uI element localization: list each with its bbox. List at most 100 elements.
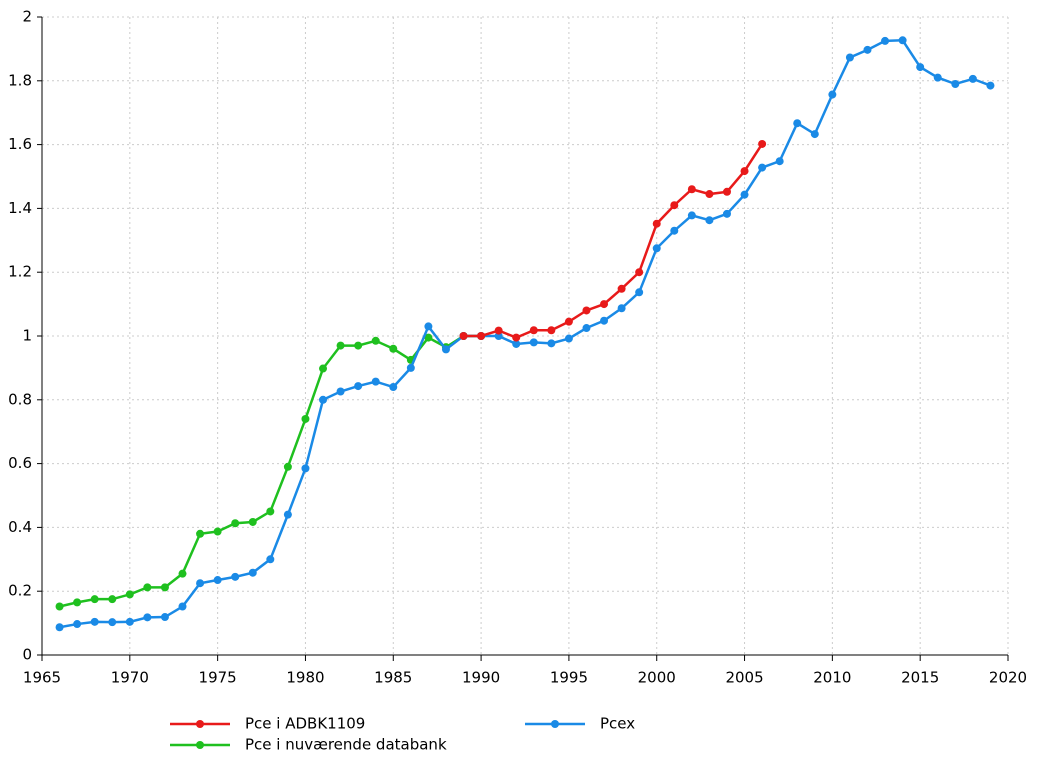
data-point (582, 306, 591, 315)
data-point (336, 387, 345, 396)
data-point (687, 211, 696, 220)
data-point (477, 332, 486, 340)
x-tick-label: 1970 (111, 669, 149, 687)
x-tick-label: 1990 (462, 669, 500, 687)
data-point (951, 79, 960, 88)
y-tick-label: 1.4 (8, 199, 32, 217)
data-point (231, 519, 240, 528)
data-point (213, 527, 222, 536)
x-tick-label: 1985 (374, 669, 412, 687)
data-point (986, 81, 995, 90)
y-tick-label: 1 (22, 327, 32, 345)
data-point (196, 529, 205, 538)
data-point (336, 341, 345, 350)
y-tick-label: 0.2 (8, 582, 32, 600)
data-point (564, 317, 573, 326)
y-tick-label: 1.2 (8, 263, 32, 281)
data-point (231, 572, 240, 581)
data-point (55, 602, 64, 611)
y-tick-label: 0.6 (8, 454, 32, 472)
data-point (564, 334, 573, 343)
data-point (512, 333, 521, 342)
data-point (600, 316, 609, 325)
data-point (494, 326, 503, 335)
x-tick-label: 2020 (989, 669, 1027, 687)
x-tick-label: 1995 (550, 669, 588, 687)
data-point (828, 90, 837, 99)
data-point (529, 326, 538, 335)
data-point (73, 620, 82, 629)
data-point (740, 167, 749, 176)
data-point (670, 201, 679, 210)
data-point (73, 598, 82, 607)
x-tick-label: 2005 (725, 669, 763, 687)
data-point (547, 339, 556, 348)
data-point (90, 617, 99, 626)
data-point (758, 163, 767, 172)
data-point (881, 36, 890, 45)
y-tick-label: 0.4 (8, 518, 32, 536)
data-point (90, 595, 99, 604)
data-point (547, 326, 556, 335)
legend-marker (551, 720, 559, 728)
x-tick-label: 2010 (813, 669, 851, 687)
x-tick-label: 2015 (901, 669, 939, 687)
data-point (371, 377, 380, 386)
data-point (933, 73, 942, 82)
series-line (59, 334, 482, 608)
data-point (635, 288, 644, 297)
data-point (705, 216, 714, 225)
data-point (196, 579, 205, 588)
data-point (301, 464, 310, 473)
data-point (529, 338, 538, 347)
data-point (617, 304, 626, 313)
data-point (160, 583, 169, 592)
data-point (424, 322, 433, 331)
data-point (178, 569, 187, 578)
data-point (389, 383, 398, 392)
legend-marker (196, 720, 204, 728)
x-tick-label: 1980 (286, 669, 324, 687)
legend-label: Pcex (600, 715, 635, 733)
data-point (600, 300, 609, 309)
data-point (968, 74, 977, 83)
series-line (463, 143, 764, 339)
data-point (740, 190, 749, 199)
data-point (125, 590, 134, 599)
data-point (863, 45, 872, 54)
data-point (319, 364, 328, 373)
data-point (160, 613, 169, 622)
data-point (705, 190, 714, 199)
data-point (354, 341, 363, 350)
data-point (793, 119, 802, 128)
x-tick-label: 2000 (638, 669, 676, 687)
data-point (916, 63, 925, 72)
legend-label: Pce i ADBK1109 (245, 715, 365, 733)
legend-label: Pce i nuværende databank (245, 736, 447, 754)
data-point (722, 187, 731, 196)
y-tick-label: 2 (22, 8, 32, 26)
data-point (108, 595, 117, 604)
data-point (248, 568, 257, 577)
data-point (283, 510, 292, 519)
data-point (301, 414, 310, 423)
data-point (319, 395, 328, 404)
data-point (178, 602, 187, 611)
data-point (687, 185, 696, 194)
data-point (898, 36, 907, 45)
data-point (213, 576, 222, 585)
data-point (108, 618, 117, 627)
data-point (125, 617, 134, 626)
data-point (758, 139, 767, 148)
data-point (775, 157, 784, 166)
data-point (266, 507, 275, 516)
data-point (617, 284, 626, 293)
data-point (371, 336, 380, 345)
data-point (652, 244, 661, 253)
y-tick-label: 0.8 (8, 390, 32, 408)
data-point (582, 324, 591, 333)
x-tick-label: 1965 (23, 669, 61, 687)
legend-marker (196, 741, 204, 749)
data-point (424, 333, 433, 342)
